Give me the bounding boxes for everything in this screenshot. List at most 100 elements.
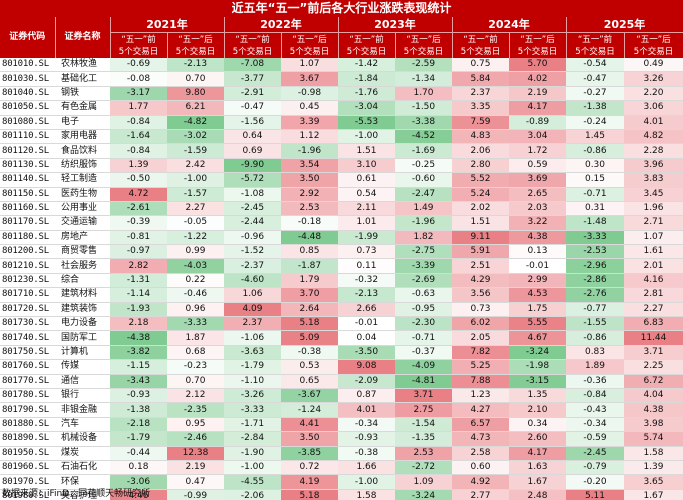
value-cell: -1.96 xyxy=(281,143,338,159)
value-cell: 5.09 xyxy=(281,330,338,346)
value-cell: -2.76 xyxy=(566,287,624,303)
value-cell: 1.72 xyxy=(509,143,566,159)
security-name: 石油石化 xyxy=(55,460,110,476)
value-cell: -4.48 xyxy=(281,230,338,246)
table-row: 801200.SL 商贸零售 -0.97 0.99 -1.52 0.85 0.73 -2.75… xyxy=(0,244,683,260)
table-row: 801010.SL 农林牧渔 -0.69 -2.13 -7.08 1.07 -1.42 -2.… xyxy=(0,58,683,73)
value-cell: 2.10 xyxy=(509,402,566,418)
value-cell: 0.30 xyxy=(566,158,624,174)
value-cell: -1.00 xyxy=(338,474,395,490)
table-row: 801160.SL 公用事业 -2.61 2.27 -2.45 2.53 2.11 1.49 2… xyxy=(0,201,683,217)
value-cell: 2.12 xyxy=(167,388,224,404)
value-cell: 2.28 xyxy=(624,143,683,159)
value-cell: 3.10 xyxy=(338,158,395,174)
value-cell: 6.72 xyxy=(624,374,683,389)
value-cell: 4.17 xyxy=(509,100,566,116)
value-cell: -0.71 xyxy=(566,187,624,202)
value-cell: 4.01 xyxy=(338,402,395,418)
value-cell: -2.09 xyxy=(338,374,395,389)
value-cell: 2.66 xyxy=(338,302,395,318)
value-cell: 1.07 xyxy=(281,58,338,73)
security-code: 801170.SL xyxy=(0,215,55,231)
table-row: 801030.SL 基础化工 -0.08 0.70 -3.77 3.67 -1.84 -1.3… xyxy=(0,71,683,87)
value-cell: -1.79 xyxy=(110,431,167,447)
value-cell: 2.05 xyxy=(452,330,509,346)
value-cell: 3.45 xyxy=(624,187,683,202)
header-year-2022: 2022年 xyxy=(224,17,339,33)
header-before: “五一”前 5个交易日 xyxy=(110,32,168,58)
value-cell: 0.31 xyxy=(566,201,624,217)
security-name: 美容护理 xyxy=(55,489,110,500)
value-cell: -0.37 xyxy=(395,345,452,361)
value-cell: 1.77 xyxy=(110,100,167,116)
value-cell: 4.02 xyxy=(509,71,566,87)
security-name: 汽车 xyxy=(55,417,110,433)
value-cell: 1.51 xyxy=(338,143,395,159)
table-row: 801140.SL 轻工制造 -0.50 -1.00 -5.72 3.50 0.61 -0.6… xyxy=(0,172,683,188)
security-code: 801750.SL xyxy=(0,345,55,361)
value-cell: -0.86 xyxy=(566,143,624,159)
value-cell: 4.19 xyxy=(281,474,338,490)
value-cell: -2.46 xyxy=(167,431,224,447)
value-cell: 0.64 xyxy=(224,129,281,145)
value-cell: 1.63 xyxy=(509,460,566,476)
value-cell: -0.38 xyxy=(281,345,338,361)
value-cell: 3.71 xyxy=(395,388,452,404)
value-cell: -1.24 xyxy=(281,402,338,418)
value-cell: 2.81 xyxy=(624,287,683,303)
value-cell: -0.93 xyxy=(338,431,395,447)
value-cell: 2.82 xyxy=(110,258,167,274)
security-name: 家用电器 xyxy=(55,129,110,145)
value-cell: 1.39 xyxy=(624,460,683,476)
value-cell: -0.38 xyxy=(338,446,395,461)
value-cell: 4.29 xyxy=(452,273,509,289)
security-code: 801110.SL xyxy=(0,129,55,145)
value-cell: 0.75 xyxy=(452,58,509,73)
value-cell: 1.06 xyxy=(224,287,281,303)
value-cell: -3.63 xyxy=(224,345,281,361)
value-cell: 0.54 xyxy=(338,187,395,202)
value-cell: 5.74 xyxy=(624,431,683,447)
table-row: 801150.SL 医药生物 4.72 -1.57 -1.08 2.92 0.54 -2.47… xyxy=(0,187,683,202)
value-cell: -3.50 xyxy=(338,345,395,361)
value-cell: -1.08 xyxy=(224,187,281,202)
value-cell: -5.72 xyxy=(224,172,281,188)
value-cell: -2.13 xyxy=(167,58,224,73)
value-cell: 4.41 xyxy=(281,417,338,433)
value-cell: -3.85 xyxy=(281,446,338,461)
value-cell: 0.11 xyxy=(338,258,395,274)
value-cell: -1.42 xyxy=(338,58,395,73)
security-name: 交通运输 xyxy=(55,215,110,231)
value-cell: -2.06 xyxy=(224,489,281,500)
security-name: 农林牧渔 xyxy=(55,58,110,73)
table-row: 801130.SL 纺织服饰 1.39 2.42 -9.90 3.54 3.10 -0.25 2… xyxy=(0,158,683,174)
value-cell: 4.17 xyxy=(509,446,566,461)
value-cell: 2.03 xyxy=(509,201,566,217)
value-cell: -0.39 xyxy=(110,215,167,231)
security-code: 801970.SL xyxy=(0,474,55,490)
value-cell: 3.50 xyxy=(281,431,338,447)
value-cell: 1.75 xyxy=(509,302,566,318)
value-cell: -0.46 xyxy=(167,287,224,303)
table-row: 801120.SL 食品饮料 -0.84 -1.59 0.69 -1.96 1.51 -1.6… xyxy=(0,143,683,159)
header-before: “五一”前 5个交易日 xyxy=(566,32,625,58)
value-cell: 1.01 xyxy=(338,215,395,231)
value-cell: -4.60 xyxy=(224,273,281,289)
value-cell: -2.84 xyxy=(224,431,281,447)
value-cell: -1.54 xyxy=(395,417,452,433)
value-cell: 1.23 xyxy=(452,388,509,404)
value-cell: -0.20 xyxy=(566,474,624,490)
table-row: 801720.SL 建筑装饰 -1.93 0.96 4.09 2.64 2.66 -0.95 0… xyxy=(0,302,683,318)
security-name: 建筑装饰 xyxy=(55,302,110,318)
value-cell: 1.51 xyxy=(452,215,509,231)
value-cell: -2.18 xyxy=(110,417,167,433)
value-cell: -1.84 xyxy=(338,71,395,87)
value-cell: -1.87 xyxy=(281,258,338,274)
value-cell: -1.64 xyxy=(110,129,167,145)
security-name: 房地产 xyxy=(55,230,110,246)
table-row: 801110.SL 家用电器 -1.64 -3.02 0.64 1.12 -1.00 -4.5… xyxy=(0,129,683,145)
value-cell: -3.06 xyxy=(110,474,167,490)
security-code: 801230.SL xyxy=(0,273,55,289)
value-cell: -2.45 xyxy=(566,446,624,461)
